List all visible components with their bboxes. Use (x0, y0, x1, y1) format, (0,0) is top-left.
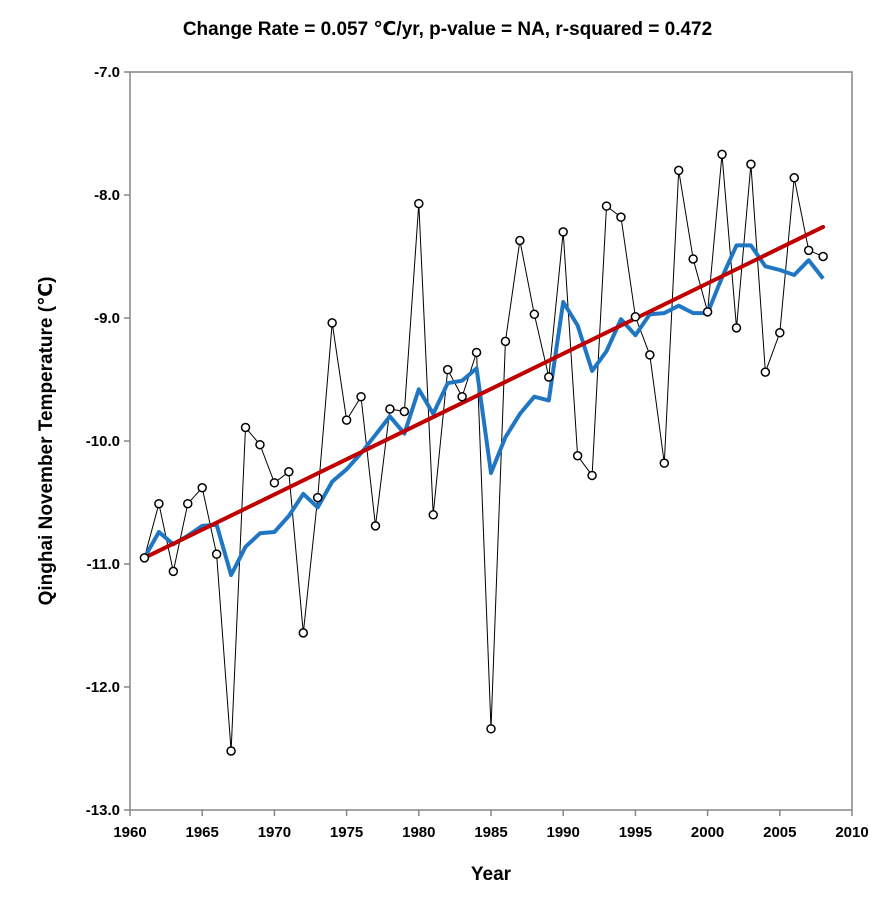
observed-point (284, 467, 294, 477)
observed-series-line (143, 154, 824, 752)
observed-point (616, 212, 626, 222)
observed-point (139, 553, 150, 563)
observed-point (197, 482, 207, 493)
observed-point (341, 415, 352, 425)
y-tick-label: -12.0 (86, 679, 120, 696)
y-tick-label: -9.0 (94, 310, 120, 327)
trend-line (142, 224, 826, 560)
observed-point (572, 451, 583, 461)
observed-point (803, 245, 814, 256)
observed-point (154, 498, 164, 509)
y-tick-label: -10.0 (86, 433, 120, 450)
observed-point (529, 309, 540, 320)
observed-point (428, 510, 438, 520)
y-tick-label: -13.0 (86, 802, 120, 819)
observed-point (818, 251, 828, 262)
observed-point (327, 318, 337, 328)
observed-point (370, 521, 381, 531)
observed-point (673, 165, 684, 176)
observed-point (471, 347, 482, 358)
observed-point (486, 724, 496, 734)
x-tick-label: 1995 (619, 824, 652, 841)
observed-point (601, 201, 612, 211)
observed-point (688, 254, 698, 264)
x-tick-label: 2010 (835, 824, 868, 841)
x-tick-label: 1965 (186, 824, 219, 841)
series-layer (139, 149, 828, 756)
observed-point (183, 498, 193, 509)
x-tick-label: 1970 (258, 824, 291, 841)
observed-point (211, 549, 222, 559)
x-tick-label: 1960 (113, 824, 146, 841)
observed-point (731, 323, 742, 333)
observed-point (399, 406, 410, 417)
observed-point (544, 372, 554, 382)
observed-point (312, 492, 323, 503)
axes: 1960 1965 1970 1975 1980 1985 1990 1995 2000 2005… (86, 64, 869, 841)
y-tick-label: -11.0 (87, 556, 120, 573)
x-tick-label: 1985 (474, 824, 507, 841)
y-tick-label: -7.0 (94, 64, 120, 81)
observed-point (746, 159, 756, 169)
observed-point (645, 350, 655, 360)
observed-point (702, 307, 713, 317)
x-tick-label: 1980 (402, 824, 435, 841)
y-tick-label: -8.0 (94, 187, 120, 204)
observed-point (385, 404, 395, 414)
observed-point (226, 746, 236, 756)
chart-title: Change Rate = 0.057 ℃/yr, p-value = NA, … (182, 19, 713, 40)
observed-point (775, 328, 785, 338)
observed-point (760, 367, 771, 377)
observed-point (500, 336, 511, 347)
observed-point (255, 439, 265, 450)
observed-point (414, 198, 424, 209)
observed-point (356, 391, 366, 402)
observed-point (789, 173, 799, 183)
observed-point (168, 566, 179, 577)
smoothed-series-line (142, 243, 825, 578)
x-axis-title: Year (471, 864, 512, 885)
observed-point (298, 628, 309, 638)
observed-point (457, 391, 467, 402)
observed-point (269, 478, 280, 488)
x-tick-label: 2000 (691, 824, 724, 841)
x-tick-label: 1990 (547, 824, 580, 841)
observed-point (442, 364, 453, 375)
plot-area (129, 71, 853, 811)
observed-point (587, 470, 597, 481)
observed-point (558, 227, 568, 237)
observed-point (717, 149, 727, 160)
x-tick-label: 1975 (330, 824, 363, 841)
x-tick-label: 2005 (763, 824, 796, 841)
observed-point (630, 312, 641, 322)
observed-point (240, 422, 251, 433)
plot-frame (129, 71, 853, 811)
y-axis-title: Qinghai November Temperature (℃) (36, 277, 57, 606)
observed-point (515, 235, 525, 246)
observed-point (659, 458, 670, 468)
